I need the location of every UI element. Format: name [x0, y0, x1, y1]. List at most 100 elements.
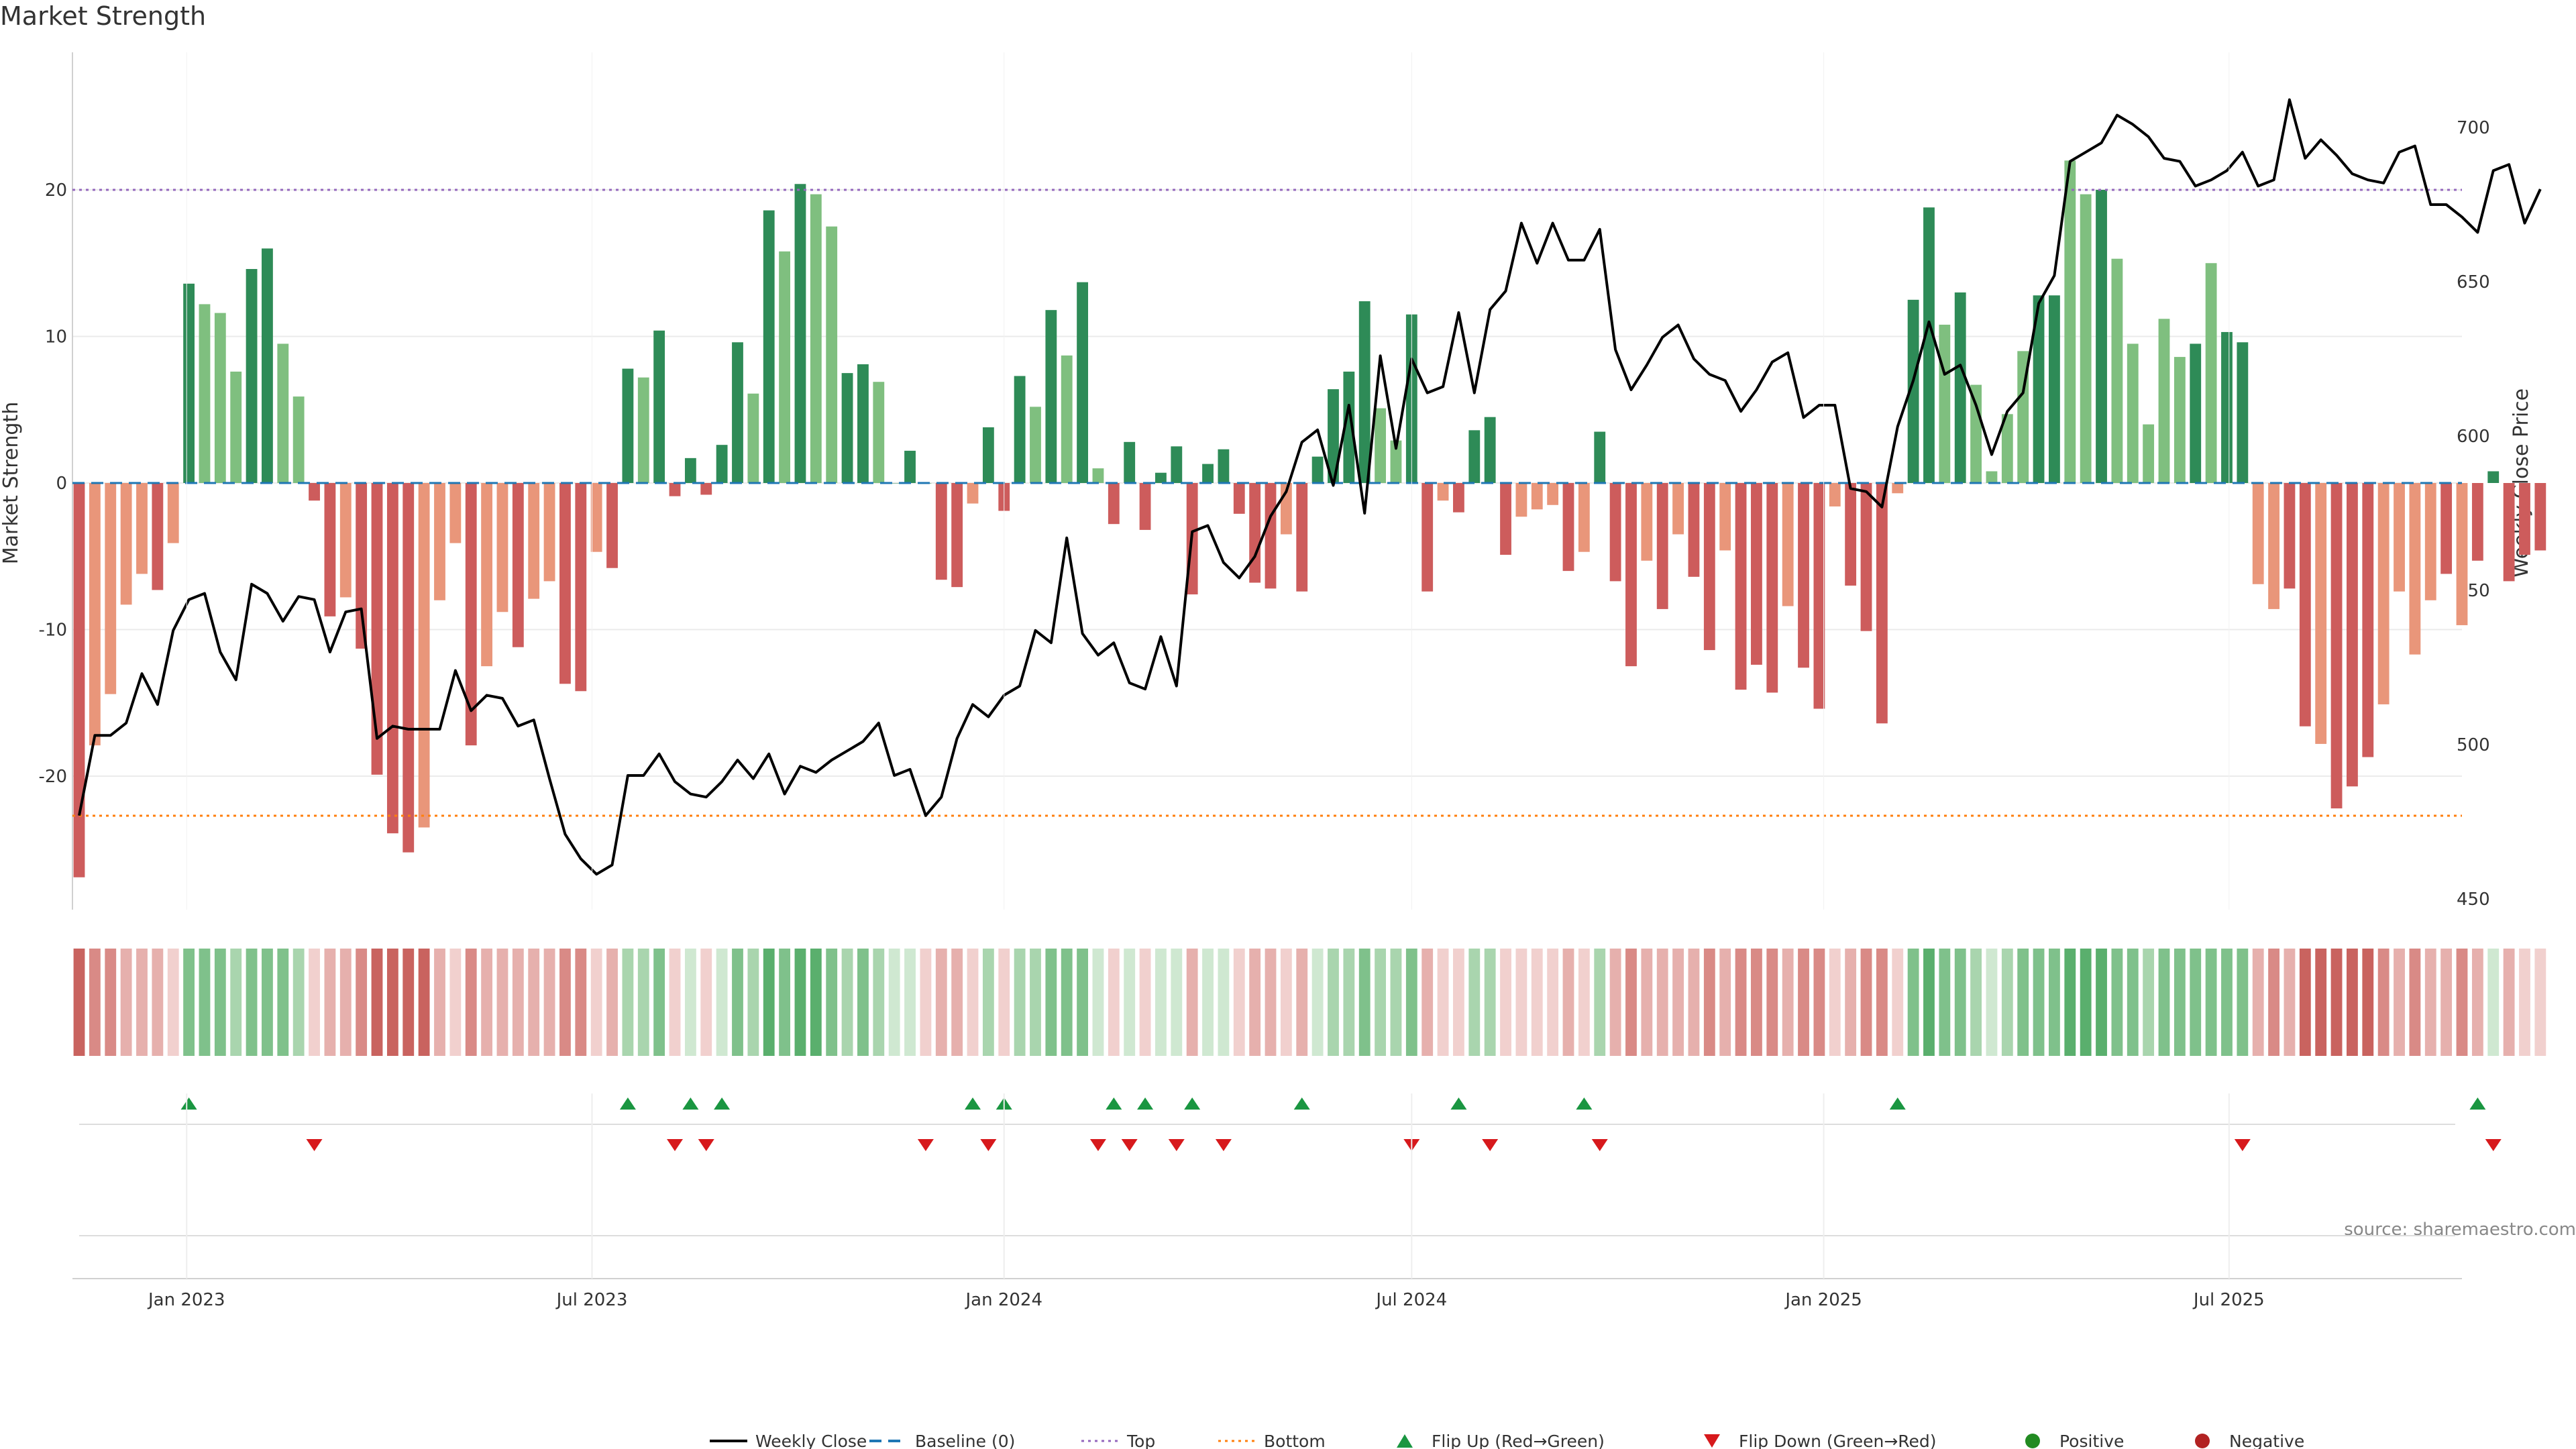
- heat-cell: [1562, 949, 1574, 1056]
- strength-bar: [2127, 343, 2139, 483]
- heat-cell: [481, 949, 493, 1056]
- strength-bar: [2001, 414, 2013, 483]
- heat-cell: [1233, 949, 1245, 1056]
- heat-cell: [152, 949, 164, 1056]
- strength-bar: [606, 483, 618, 568]
- strength-bar: [1328, 389, 1339, 483]
- strength-bar: [2487, 471, 2500, 483]
- strength-bar: [2252, 483, 2264, 584]
- strength-bar: [1531, 483, 1543, 510]
- heat-cell: [1328, 949, 1339, 1056]
- heat-cell: [1939, 949, 1951, 1056]
- heat-cell: [496, 949, 508, 1056]
- strength-bar: [481, 483, 493, 667]
- heat-cell: [1186, 949, 1198, 1056]
- heat-cell: [732, 949, 743, 1056]
- heat-cell: [2503, 949, 2515, 1056]
- strength-bar: [590, 483, 602, 552]
- strength-bar: [1939, 325, 1951, 483]
- strength-bar: [841, 373, 853, 483]
- flip-down-marker: [917, 1139, 934, 1151]
- heat-cell: [1688, 949, 1700, 1056]
- flip-down-marker: [1168, 1139, 1185, 1151]
- flip-up-marker: [1293, 1097, 1310, 1110]
- flip-up-marker: [1450, 1097, 1467, 1110]
- legend-item-dot-neg[interactable]: Negative: [2195, 1432, 2304, 1449]
- heat-cell: [622, 949, 634, 1056]
- heat-cell: [1405, 949, 1417, 1056]
- y-tick-right: 650: [2457, 272, 2490, 292]
- heat-cell: [1390, 949, 1402, 1056]
- heat-cell: [1155, 949, 1167, 1056]
- strength-bar: [1092, 468, 1104, 483]
- heat-cell: [1500, 949, 1511, 1056]
- strength-bar: [1578, 483, 1590, 552]
- legend-item-dash[interactable]: Baseline (0): [869, 1432, 1015, 1449]
- heat-cell: [136, 949, 148, 1056]
- strength-bar: [309, 483, 320, 501]
- heat-cell: [339, 949, 352, 1056]
- heat-cell: [1531, 949, 1543, 1056]
- strength-bar: [2440, 483, 2453, 574]
- strength-bar: [2205, 263, 2217, 483]
- heat-cell: [1970, 949, 1982, 1056]
- strength-bar: [1453, 483, 1464, 513]
- flip-up-marker: [965, 1097, 981, 1110]
- heat-cell: [559, 949, 571, 1056]
- strength-bar: [465, 483, 477, 746]
- strength-bar: [1907, 299, 1919, 483]
- heat-cell: [2394, 949, 2405, 1056]
- heat-cell: [1594, 949, 1606, 1056]
- heat-cell: [1296, 949, 1308, 1056]
- strength-bar: [1014, 376, 1026, 483]
- flip-down-marker: [980, 1139, 997, 1151]
- heat-cell: [857, 949, 869, 1056]
- strength-bar: [1845, 483, 1857, 586]
- heat-cell: [1375, 949, 1386, 1056]
- flip-markers: [79, 1097, 2502, 1236]
- strength-bar: [183, 283, 195, 483]
- y-tick-right: 450: [2457, 890, 2490, 910]
- legend-item-line[interactable]: Weekly Close: [710, 1432, 867, 1449]
- legend-item-dotted-top[interactable]: Top: [1081, 1432, 1155, 1449]
- flip-down-marker: [2234, 1139, 2251, 1151]
- heat-cell: [402, 949, 415, 1056]
- legend-item-down[interactable]: Flip Down (Green→Red): [1704, 1432, 1937, 1449]
- strength-bar: [214, 313, 226, 483]
- legend[interactable]: Weekly Close Baseline (0) Top Bottom Flip Up…: [710, 1432, 2304, 1449]
- heat-cell: [1672, 949, 1684, 1056]
- legend-item-dotted-bottom[interactable]: Bottom: [1218, 1432, 1326, 1449]
- heat-cell: [1171, 949, 1183, 1056]
- heat-cell: [1719, 949, 1731, 1056]
- strength-bar: [1249, 483, 1261, 583]
- strength-bar: [1468, 430, 1481, 483]
- heat-cell: [1045, 949, 1057, 1056]
- y-tick-left: -10: [39, 621, 67, 641]
- strength-bar: [669, 483, 681, 496]
- heat-cell: [888, 949, 900, 1056]
- strength-bar: [2456, 483, 2468, 625]
- flip-up-marker: [619, 1097, 636, 1110]
- legend-label: Flip Up (Red→Green): [1432, 1432, 1605, 1449]
- heat-cell: [590, 949, 602, 1056]
- strength-bar: [1045, 310, 1057, 483]
- strength-bar: [356, 483, 368, 649]
- heat-cell: [371, 949, 383, 1056]
- heat-cell: [449, 949, 462, 1056]
- heat-cell: [747, 949, 759, 1056]
- heat-cell: [873, 949, 885, 1056]
- strength-bar: [528, 483, 540, 599]
- strength-bar: [434, 483, 445, 600]
- strength-bar: [246, 268, 258, 483]
- strength-bar: [2315, 483, 2327, 744]
- chart-title: Market Strength: [0, 1, 207, 31]
- strength-bar: [1500, 483, 1511, 555]
- heat-cell: [653, 949, 665, 1056]
- strength-bar: [1656, 483, 1668, 609]
- strength-bar: [1876, 483, 1888, 724]
- strength-bar: [2064, 160, 2076, 484]
- strength-bar: [2221, 331, 2233, 483]
- strength-bar: [292, 396, 305, 483]
- legend-item-up[interactable]: Flip Up (Red→Green): [1397, 1432, 1605, 1449]
- legend-item-dot-pos[interactable]: Positive: [2025, 1432, 2124, 1449]
